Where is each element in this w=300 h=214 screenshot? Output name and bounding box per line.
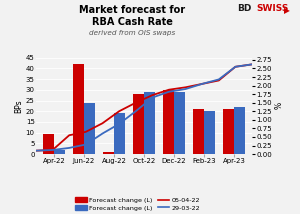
Text: Market forecast for: Market forecast for (79, 5, 185, 15)
Text: SWISS: SWISS (256, 4, 289, 13)
Bar (54, 150, 65, 154)
Y-axis label: %: % (275, 102, 284, 110)
Text: RBA Cash Rate: RBA Cash Rate (92, 17, 172, 27)
Bar (193, 109, 204, 154)
Bar (174, 92, 185, 154)
Bar (163, 90, 174, 154)
Bar (43, 134, 54, 154)
Text: derived from OIS swaps: derived from OIS swaps (89, 30, 175, 36)
Bar (84, 103, 95, 154)
Bar (144, 92, 155, 154)
Text: ▶: ▶ (284, 6, 290, 15)
Bar (223, 109, 234, 154)
Bar (103, 152, 114, 154)
Bar (234, 107, 245, 154)
Y-axis label: BPs: BPs (14, 99, 23, 113)
Bar (114, 113, 125, 154)
Text: BD: BD (237, 4, 251, 13)
Bar (133, 94, 144, 154)
Bar (73, 64, 84, 154)
Bar (204, 111, 215, 154)
Legend: Forecast change (L), Forecast change (L), 05-04-22, 29-03-22: Forecast change (L), Forecast change (L)… (75, 197, 201, 211)
